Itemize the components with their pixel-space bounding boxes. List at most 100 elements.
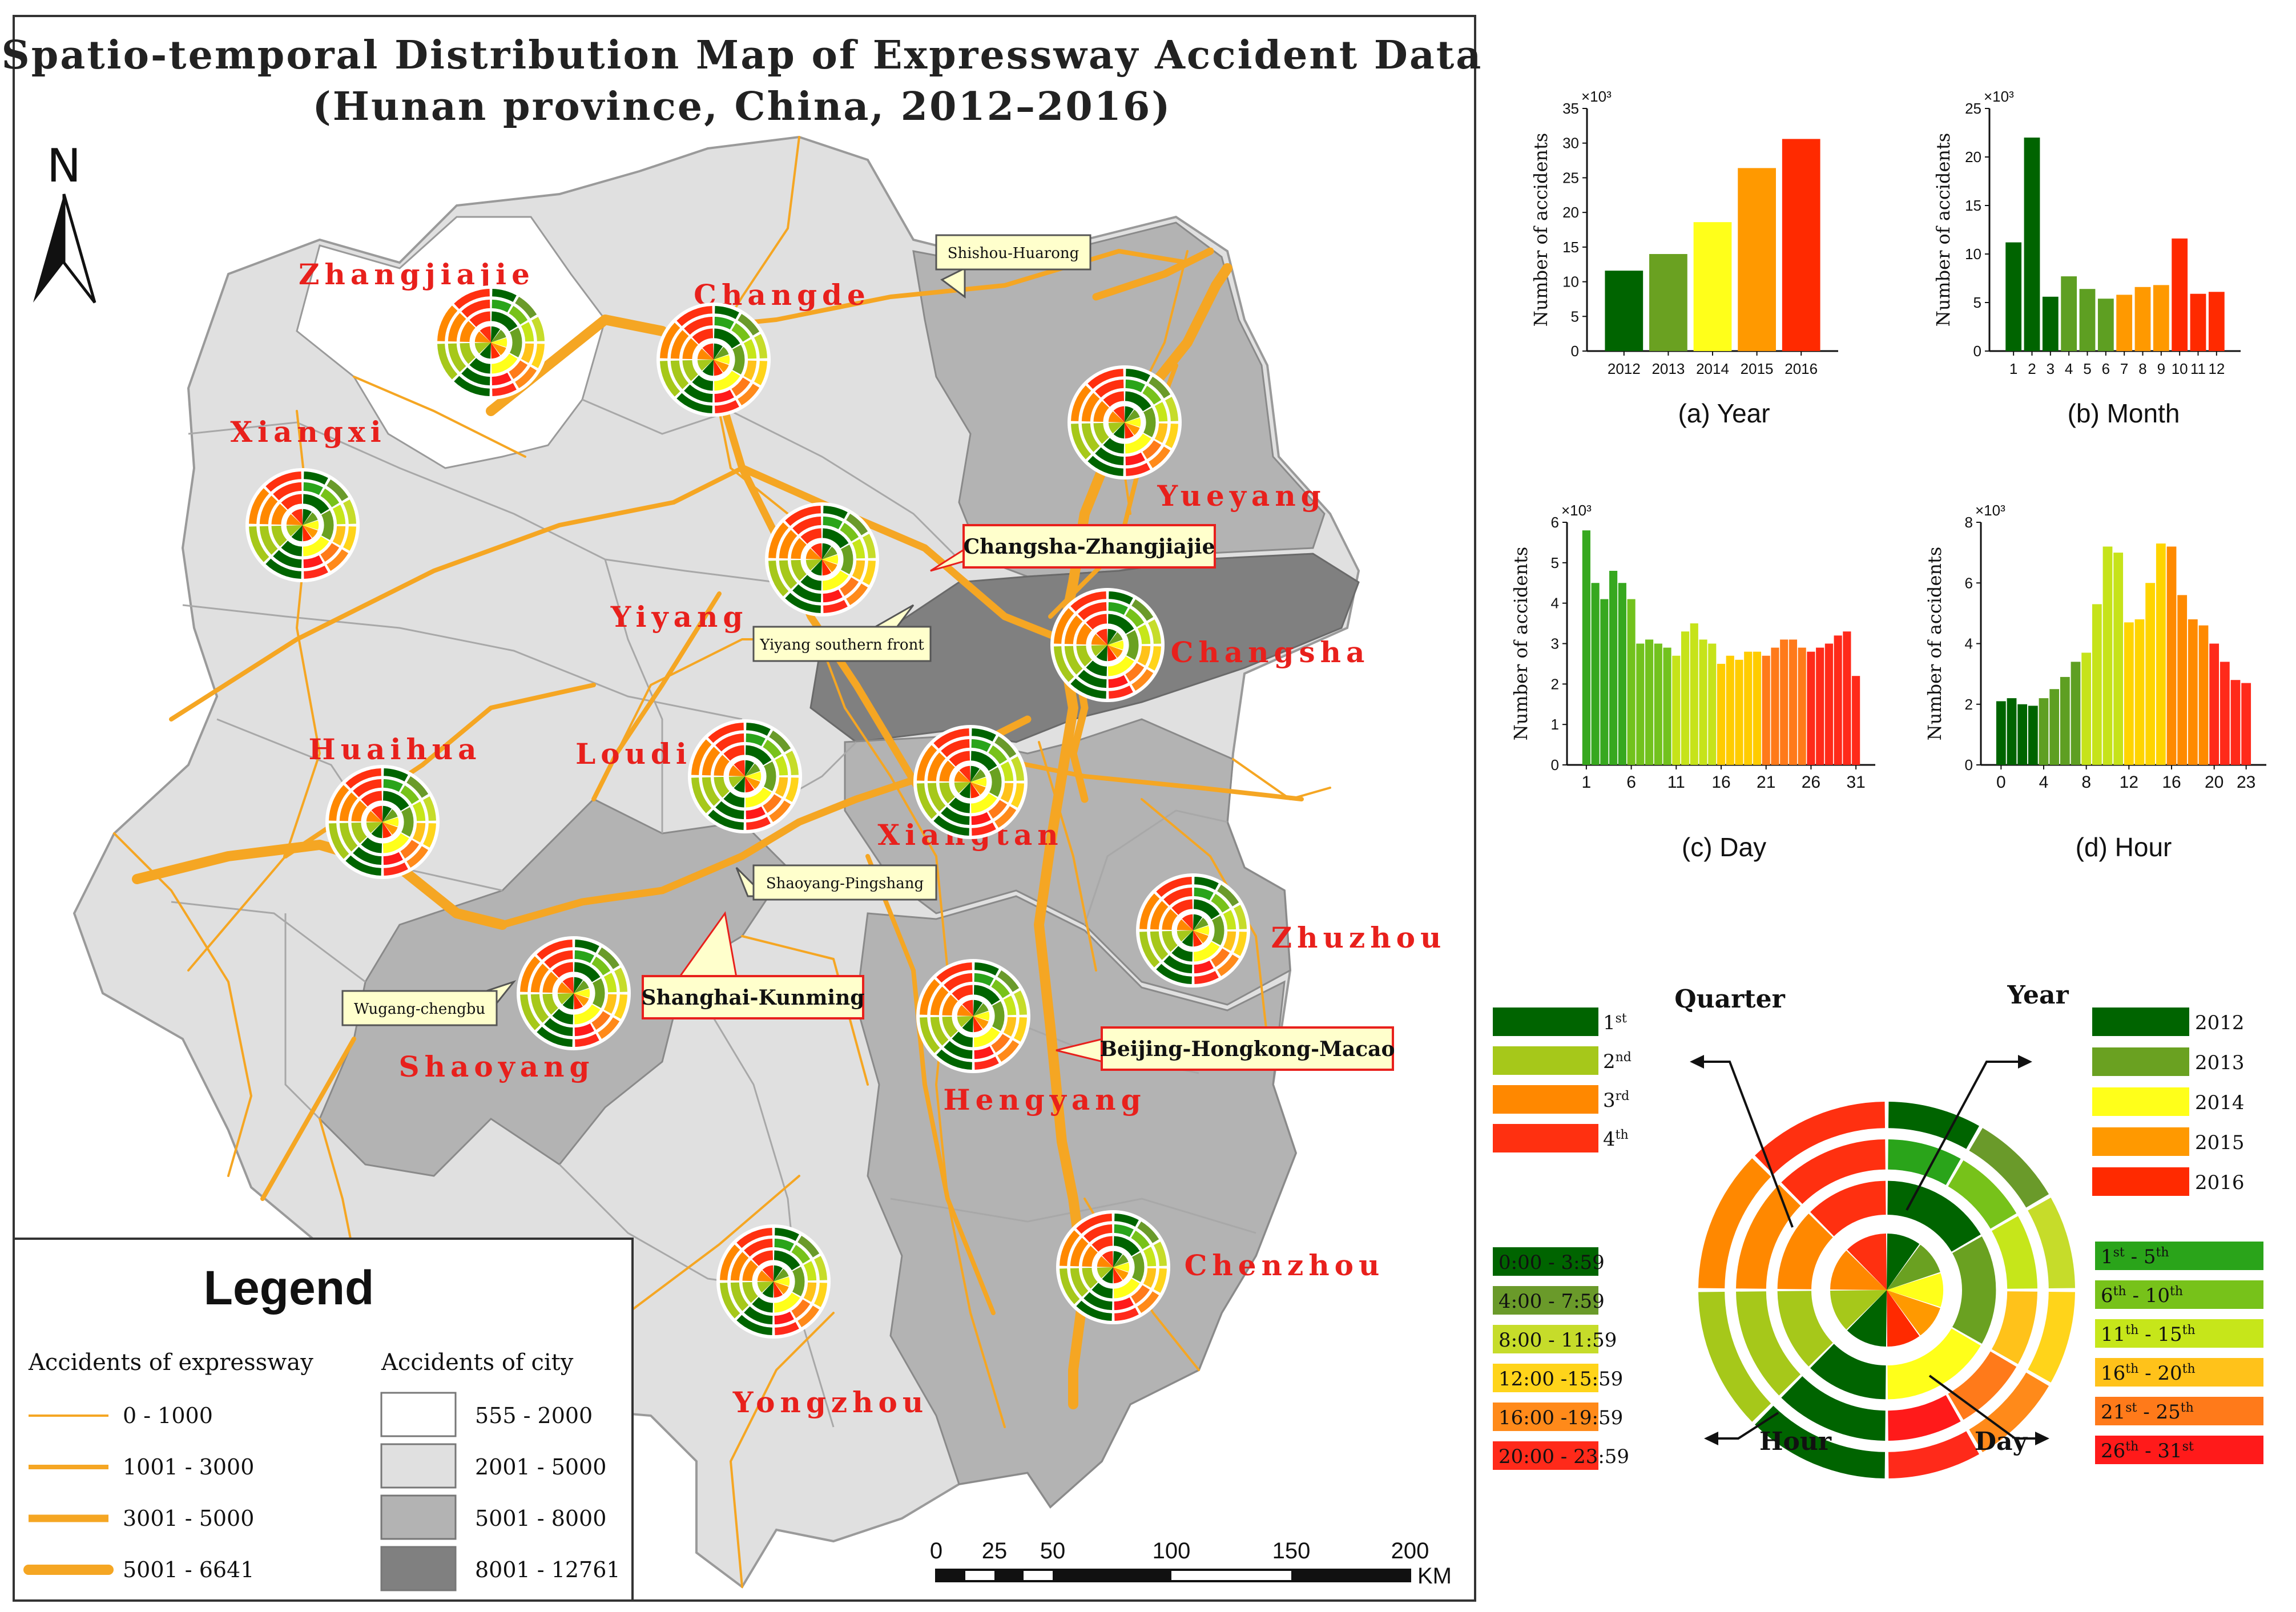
y-tick-label: 4 [1965, 635, 1973, 652]
ring-quarter-segment [520, 994, 541, 1030]
ring-year-segment [973, 1011, 990, 1021]
ring-quarter-segment [249, 526, 269, 562]
arrow-quarter-icon [1690, 1055, 1704, 1069]
bar-4 [2039, 698, 2049, 765]
ring-hour-segment [786, 751, 799, 775]
ring-year-segment [491, 353, 518, 374]
ring-quarter-segment [954, 771, 970, 782]
y-tick-label: 15 [1562, 239, 1579, 256]
north-label: N [47, 139, 81, 192]
city-donut-zhangjiajie [434, 285, 548, 400]
ring-year-segment [303, 509, 312, 525]
ring-year-segment [1125, 409, 1140, 422]
ring-quarter-segment [1103, 438, 1125, 454]
x-tick-label: 21 [1757, 773, 1775, 792]
ring-year-segment [1125, 433, 1151, 454]
y-tick-label: 8 [1965, 514, 1973, 531]
ring-quarter-segment [752, 1250, 774, 1266]
ring-year-segment [1125, 406, 1134, 422]
ring-quarter-segment [805, 559, 822, 571]
legend-city-swatch-2 [380, 1443, 457, 1489]
ring-year-segment [491, 329, 506, 342]
ring-legend-arrowheads [1690, 1055, 2049, 1445]
ring-year-segment [382, 822, 392, 839]
bar-17 [2177, 595, 2188, 765]
ring-title-quarter: Quarter [1674, 985, 1785, 1014]
ring-day-segment [1992, 1216, 2037, 1289]
ring-hour-segment [994, 736, 1017, 758]
bar-30 [1843, 631, 1851, 765]
ring-quarter-segment [676, 393, 712, 413]
ring-quarter-segment [273, 550, 302, 569]
bar-3 [2028, 706, 2038, 765]
ring-year-segment [822, 528, 849, 549]
ring-hour-segment [515, 296, 537, 319]
ring-quarter-segment [461, 299, 490, 318]
ring-day-segment [320, 488, 340, 507]
ring-quarter-segment [708, 723, 744, 743]
legend-title: Legend [204, 1261, 374, 1315]
ring-day-segment [1131, 1285, 1150, 1304]
ring-quarter-segment [1093, 422, 1109, 444]
ring-quarter-segment [811, 559, 822, 576]
swatch-day [2095, 1242, 2263, 1270]
bar-2015 [1738, 168, 1776, 351]
ring-quarter-segment [728, 765, 745, 776]
ring-quarter-segment [281, 494, 303, 510]
ring-year-segment [1107, 645, 1117, 662]
bar-18 [2188, 619, 2198, 765]
ring-hour-segment [823, 506, 848, 519]
ring-day-segment [1194, 960, 1214, 974]
ring-quarter-segment [1102, 1267, 1113, 1284]
ring-year-segment [745, 787, 772, 808]
ring-hour-segment [823, 600, 848, 613]
swatch-year-label: 2016 [2195, 1171, 2245, 1194]
bar-29 [1834, 635, 1842, 765]
ring-hour-segment [972, 823, 996, 836]
ring-quarter-segment [345, 768, 381, 789]
ring-quarter-segment [697, 348, 714, 360]
ring-quarter-segment [1163, 887, 1193, 906]
ring-day-segment [1003, 996, 1017, 1015]
bar-23 [2241, 683, 2251, 765]
ring-quarter-segment [936, 962, 972, 983]
arrow-day-icon [2035, 1432, 2049, 1445]
ring-quarter-segment [927, 752, 946, 781]
ring-day-segment [591, 1011, 611, 1030]
ring-quarter-segment [702, 360, 714, 376]
ring-hour-segment [531, 344, 545, 368]
scale-seg-1 [936, 1570, 965, 1581]
ring-day-segment [743, 360, 757, 380]
bar-8 [2081, 652, 2092, 765]
scale-tick-200: 200 [1391, 1538, 1429, 1563]
ring-quarter-segment [792, 516, 821, 535]
ring-day-segment [509, 305, 528, 325]
bar-20 [1753, 651, 1762, 765]
ring-quarter-segment [1076, 1300, 1112, 1321]
ring-quarter-segment [1777, 1214, 1833, 1289]
ring-quarter-segment [1086, 660, 1107, 676]
ring-day-segment [1137, 646, 1151, 666]
bar-19 [2198, 625, 2209, 765]
ring-day-segment [823, 589, 843, 603]
ring-quarter-segment [736, 1315, 772, 1335]
ring-hour-segment [814, 1283, 827, 1307]
ring-year-segment [774, 1281, 783, 1298]
ring-year-segment [1107, 640, 1124, 650]
bar-12 [2124, 622, 2134, 765]
ring-quarter-segment [371, 822, 382, 839]
ring-quarter-segment [1810, 1180, 1886, 1236]
ring-hour-segment [1148, 619, 1161, 644]
ring-quarter-segment [933, 728, 969, 749]
ring-title-day: Day [1975, 1427, 2028, 1456]
ring-year-segment [1143, 407, 1156, 438]
y-tick-label: 6 [1965, 574, 1973, 591]
ring-quarter-segment [480, 342, 491, 359]
ring-hour-segment [746, 817, 771, 830]
ring-year-segment [1107, 628, 1117, 645]
bar-7 [2116, 295, 2133, 351]
ring-day-segment [303, 482, 323, 495]
ring-quarter-segment [660, 361, 680, 397]
ring-day-segment [400, 785, 420, 804]
ring-quarter-segment [714, 776, 730, 798]
